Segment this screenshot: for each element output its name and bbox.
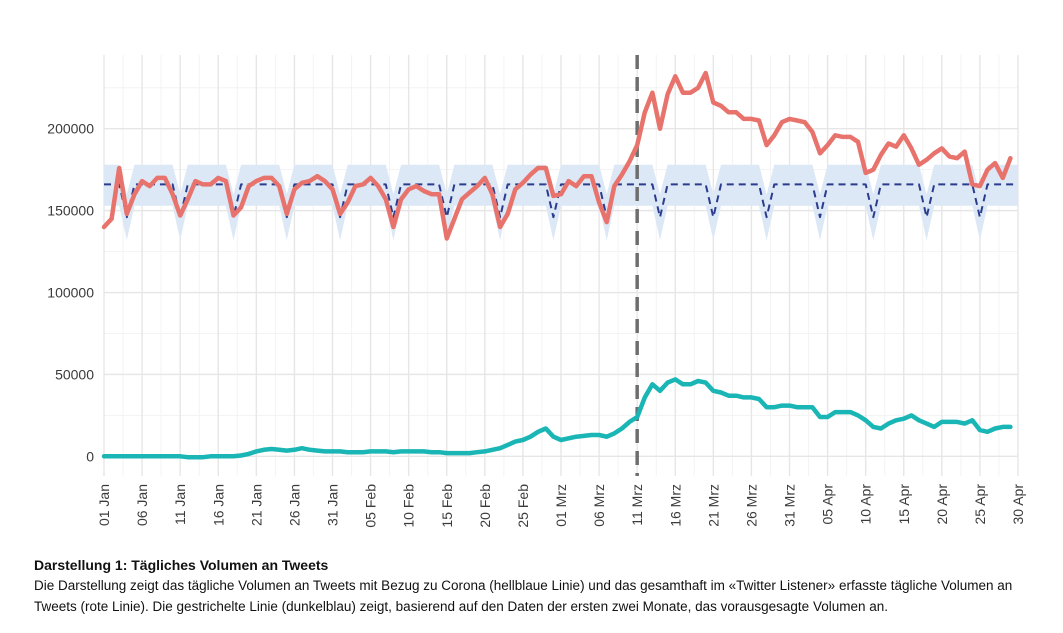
series-lines (101, 70, 1013, 460)
x-tick-label: 10 Apr (858, 484, 874, 525)
series-line-total (101, 70, 1013, 241)
caption-text: Die Darstellung zeigt das tägliche Volum… (34, 578, 1013, 614)
x-tick-label: 05 Feb (363, 484, 379, 528)
x-tick-label: 15 Apr (896, 484, 912, 525)
y-tick-label: 150000 (47, 203, 94, 219)
x-tick-label: 30 Apr (1010, 484, 1026, 525)
x-tick-label: 11 Mrz (629, 484, 645, 526)
x-tick-label: 10 Feb (401, 484, 417, 528)
x-tick-label: 06 Jan (134, 484, 150, 526)
y-tick-label: 200000 (47, 121, 94, 137)
series-line-corona (101, 377, 1013, 460)
figure-caption: Darstellung 1: Tägliches Volumen an Twee… (34, 555, 1044, 617)
y-tick-label: 0 (86, 448, 94, 464)
forecast-line (104, 183, 1018, 219)
x-tick-label: 01 Jan (96, 484, 112, 526)
x-tick-label: 21 Mrz (705, 484, 721, 527)
x-tick-label: 05 Apr (820, 484, 836, 525)
major-grid (103, 55, 1019, 476)
x-tick-label: 16 Mrz (667, 484, 683, 527)
x-tick-label: 21 Jan (248, 484, 264, 526)
x-axis-labels: 01 Jan 06 Jan 11 Jan 16 Jan 21 Jan 26 Jan 31 J… (96, 484, 1026, 528)
tweet-volume-chart: 0 50000 100000 150000 200000 01 Jan 06 Jan 11 … (47, 55, 1026, 528)
x-tick-label: 20 Apr (934, 484, 950, 525)
x-tick-label: 16 Jan (210, 484, 226, 526)
caption-title: Darstellung 1: Tägliches Volumen an Twee… (34, 557, 329, 573)
y-axis-labels: 0 50000 100000 150000 200000 (47, 121, 94, 465)
x-tick-label: 06 Mrz (591, 484, 607, 527)
y-tick-label: 50000 (55, 366, 94, 382)
x-tick-label: 26 Mrz (743, 484, 759, 527)
x-tick-label: 01 Mrz (553, 484, 569, 527)
x-tick-label: 31 Mrz (782, 484, 798, 527)
x-tick-label: 25 Apr (972, 484, 988, 525)
x-tick-label: 26 Jan (286, 484, 302, 526)
x-tick-label: 31 Jan (325, 484, 341, 526)
x-tick-label: 11 Jan (172, 484, 188, 525)
x-tick-label: 15 Feb (439, 484, 455, 528)
x-tick-label: 20 Feb (477, 484, 493, 528)
x-tick-label: 25 Feb (515, 484, 531, 528)
forecast-dashed-line (104, 183, 1018, 219)
y-tick-label: 100000 (47, 285, 94, 301)
